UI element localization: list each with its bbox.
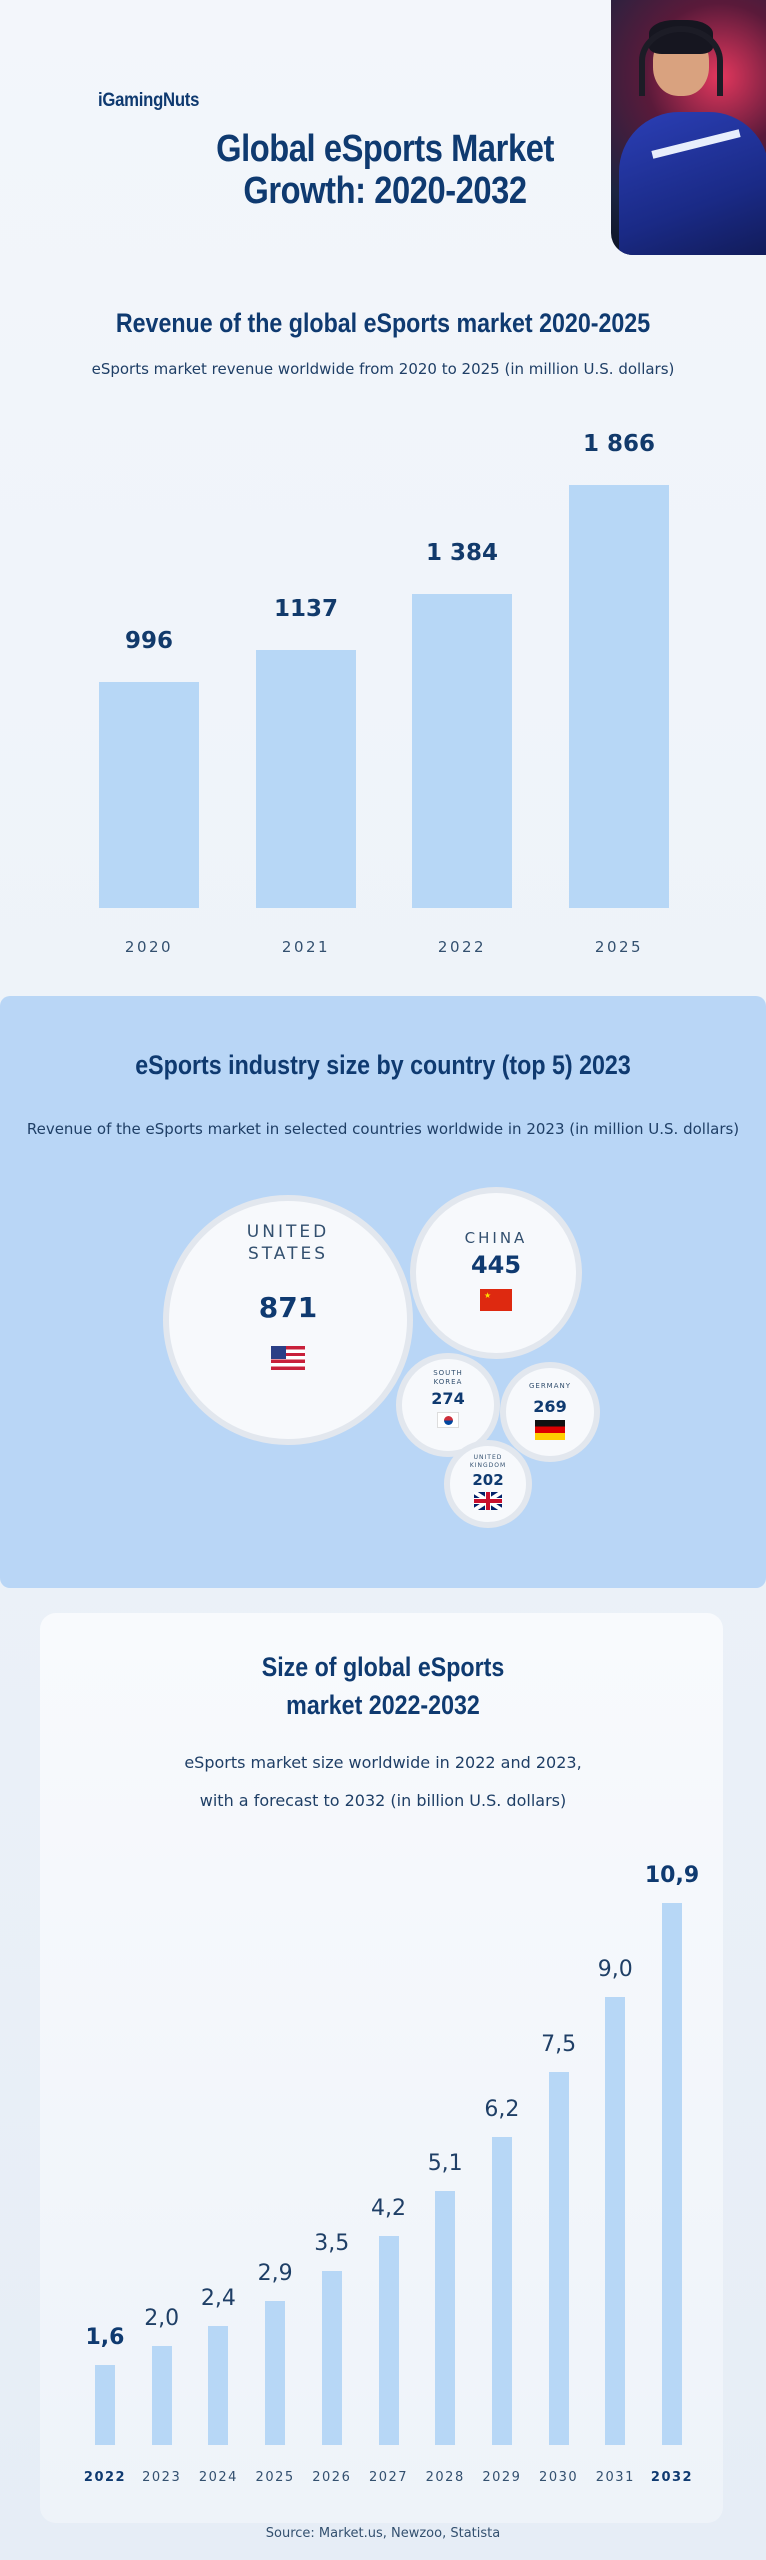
market-value-label: 3,5 <box>314 2230 350 2256</box>
uk-flag-icon <box>474 1491 502 1510</box>
source-note: Source: Market.us, Newzoo, Statista <box>265 2526 501 2541</box>
market-year-label: 2024 <box>198 2470 238 2485</box>
market-year-label: 2027 <box>368 2470 409 2485</box>
market-value-label: 10,9 <box>644 1863 700 1888</box>
revenue-year-label: 2022 <box>437 938 487 956</box>
market-year-label: 2031 <box>595 2470 635 2485</box>
market-bar-2029 <box>491 2136 512 2445</box>
market-value-label: 1,6 <box>85 2325 125 2351</box>
bubble-germany: GERMANY 269 <box>500 1362 600 1462</box>
market-value-label: 2,4 <box>200 2285 236 2311</box>
bubble-united-states: UNITED STATES 871 <box>163 1195 413 1445</box>
country-chart-title: eSports industry size by country (top 5)… <box>135 1050 631 1080</box>
bubble-united-kingdom: UNITED KINGDOM 202 <box>444 1440 532 1528</box>
bubble-value: 871 <box>258 1291 318 1325</box>
revenue-bar-2020 <box>99 682 199 908</box>
market-value-label: 6,2 <box>484 2096 520 2122</box>
bubble-china: CHINA 445 ★ <box>410 1187 582 1359</box>
market-year-label: 2030 <box>539 2470 579 2485</box>
revenue-bar-2022 <box>412 594 512 908</box>
revenue-year-label: 2020 <box>124 938 174 956</box>
revenue-bar-2021 <box>256 650 356 908</box>
market-bar-2032 <box>662 1903 682 2445</box>
revenue-value-label: 1 866 <box>582 431 656 457</box>
market-bar-2028 <box>435 2191 456 2445</box>
revenue-value-label: 996 <box>124 628 173 655</box>
revenue-year-label: 2025 <box>594 938 644 956</box>
market-size-chart-title: Size of global eSports market 2022-2032 <box>54 1648 713 1724</box>
bubble-south-korea: SOUTH KOREA 274 <box>396 1353 500 1457</box>
market-value-label: 2,0 <box>144 2305 180 2331</box>
page-title: Global eSports Market Growth: 2020-2032 <box>216 128 554 212</box>
revenue-value-label: 1 384 <box>425 540 499 567</box>
market-bar-2025 <box>265 2300 286 2445</box>
market-year-label: 2029 <box>482 2470 522 2485</box>
bubble-label: CHINA <box>464 1229 528 1247</box>
bubble-label: GERMANY <box>528 1382 572 1390</box>
market-bar-2031 <box>605 1997 626 2445</box>
bubble-value: 269 <box>533 1397 567 1417</box>
revenue-chart-title: Revenue of the global eSports market 202… <box>115 308 651 338</box>
revenue-bar-2025 <box>569 485 669 908</box>
revenue-year-label: 2021 <box>281 938 331 956</box>
revenue-chart-subtitle: eSports market revenue worldwide from 20… <box>91 360 675 378</box>
market-value-label: 9,0 <box>597 1957 633 1983</box>
subtitle-line-1: eSports market size worldwide in 2022 an… <box>184 1753 582 1772</box>
market-bar-2023 <box>151 2345 172 2445</box>
market-value-label: 7,5 <box>541 2032 577 2058</box>
south-korea-flag-icon <box>437 1412 459 1429</box>
market-value-label: 4,2 <box>371 2196 406 2222</box>
market-size-title-text: Size of global eSports market 2022-2032 <box>261 1652 505 1720</box>
germany-flag-icon <box>535 1420 565 1441</box>
bubble-label: SOUTH KOREA <box>433 1369 463 1387</box>
market-bar-2024 <box>208 2325 229 2445</box>
market-year-label: 2025 <box>255 2470 295 2485</box>
brand-logo: iGamingNuts <box>98 90 200 111</box>
market-bar-2026 <box>321 2270 342 2445</box>
market-value-label: 2,9 <box>257 2260 293 2286</box>
gamer-with-headset-photo <box>611 0 766 255</box>
market-size-chart-subtitle: eSports market size worldwide in 2022 an… <box>0 1744 766 1820</box>
us-flag-icon <box>271 1346 305 1371</box>
bubble-value: 274 <box>431 1389 465 1409</box>
revenue-bar-chart: 996 2020 1137 2021 1 384 2022 1 866 2025 <box>0 0 766 990</box>
bubble-label: UNITED STATES <box>246 1222 330 1265</box>
china-flag-icon: ★ <box>480 1288 512 1311</box>
market-year-label: 2032 <box>650 2470 694 2485</box>
market-year-label: 2026 <box>312 2470 352 2485</box>
bubble-label: UNITED KINGDOM <box>469 1454 507 1469</box>
market-value-label: 5,1 <box>427 2151 463 2177</box>
market-year-label: 2023 <box>142 2470 182 2485</box>
bubble-value: 445 <box>470 1250 522 1279</box>
market-bar-2022 <box>95 2365 115 2445</box>
country-chart-subtitle: Revenue of the eSports market in selecte… <box>26 1120 740 1138</box>
bubble-value: 202 <box>472 1470 504 1489</box>
market-year-label: 2028 <box>425 2470 465 2485</box>
market-bar-2027 <box>378 2236 399 2445</box>
revenue-value-label: 1137 <box>273 596 338 623</box>
market-year-label: 2022 <box>83 2470 127 2485</box>
subtitle-line-2: with a forecast to 2032 (in billion U.S.… <box>199 1791 567 1810</box>
market-bar-2030 <box>548 2072 569 2445</box>
